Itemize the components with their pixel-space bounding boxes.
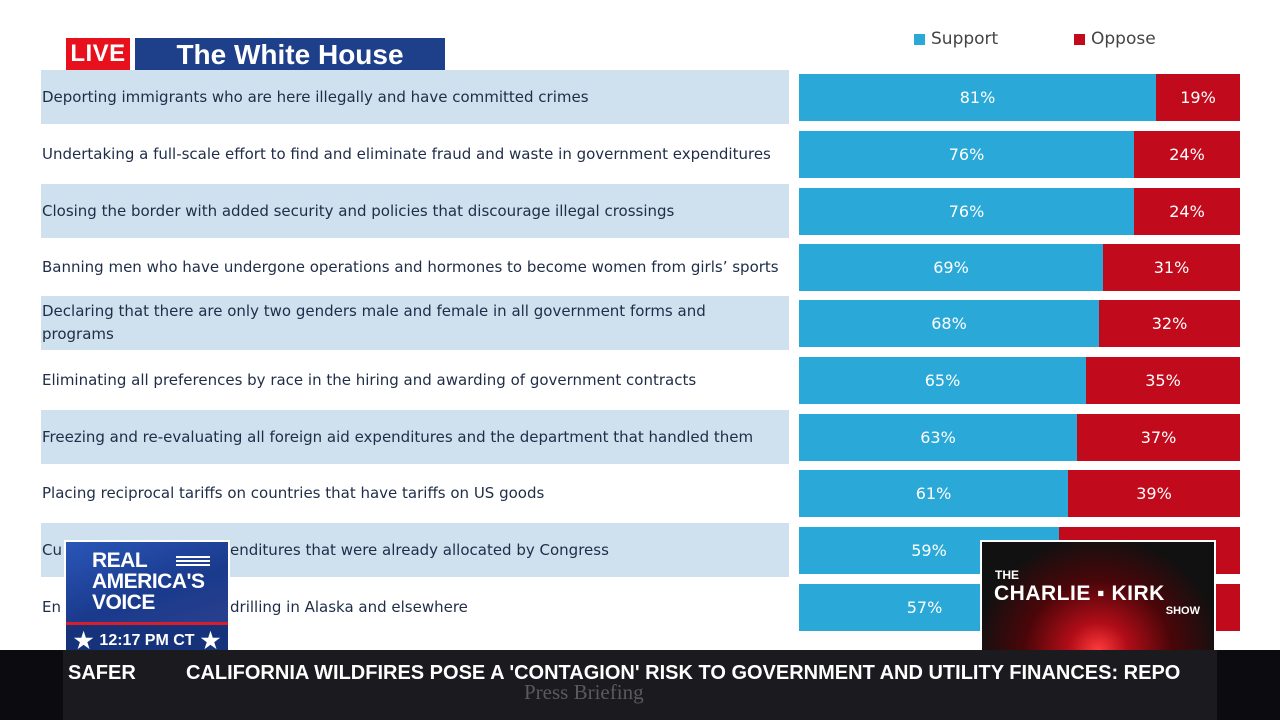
category-label: Eliminating all preferences by race in t… [42, 353, 782, 407]
network-logo-divider [66, 622, 228, 625]
category-label: Freezing and re-evaluating all foreign a… [42, 410, 782, 464]
oppose-value-label: 24% [1169, 145, 1205, 164]
chart-row-background [41, 410, 789, 464]
support-value-label: 76% [948, 202, 985, 221]
flag-stripes-icon [176, 556, 210, 568]
oppose-value-label: 39% [1136, 484, 1172, 503]
support-bar: 63% [799, 414, 1077, 461]
category-label-tail: enditures that were already allocated by… [230, 540, 609, 559]
support-value-label: 57% [906, 598, 943, 617]
oppose-bar: 19% [1156, 74, 1240, 121]
category-label: Undertaking a full-scale effort to find … [42, 127, 782, 181]
support-value-label: 68% [931, 314, 967, 333]
category-label: Deporting immigrants who are here illega… [42, 70, 782, 124]
oppose-bar: 39% [1068, 470, 1240, 517]
category-label-text: Eliminating all preferences by race in t… [42, 370, 697, 389]
category-label-text: Placing reciprocal tariffs on countries … [42, 483, 545, 502]
category-label: En drilling in Alaska and elsewhere [42, 580, 782, 634]
support-value-label: 59% [911, 541, 947, 560]
support-value-label: 76% [948, 145, 985, 164]
live-label: LIVE [66, 38, 130, 70]
show-logo-the: THE [995, 568, 1019, 582]
support-bar: 65% [799, 357, 1086, 404]
support-value-label: 81% [959, 88, 996, 107]
show-logo-name: CHARLIE ▪ KIRK [994, 582, 1165, 605]
news-ticker: Press Briefing SAFER CALIFORNIA WILDFIRE… [0, 650, 1280, 720]
category-label-text: Banning men who have undergone operation… [42, 257, 779, 276]
support-value-label: 65% [924, 371, 961, 390]
network-logo-name: REAL AMERICA'S VOICE [92, 549, 205, 614]
oppose-value-label: 19% [1180, 88, 1216, 107]
legend-oppose-label: Oppose [1091, 29, 1156, 49]
oppose-value-label: 31% [1153, 258, 1190, 277]
broadcast-time: 12:17 PM CT [99, 631, 195, 649]
star-icon: ★ [200, 627, 221, 653]
support-value-label: 63% [920, 428, 956, 447]
support-bar: 76% [799, 188, 1134, 235]
chart-row-background [41, 70, 789, 124]
legend-support: Support [914, 28, 998, 50]
category-label-tail: drilling in Alaska and elsewhere [230, 597, 468, 616]
legend-support-swatch [914, 33, 925, 45]
oppose-value-label: 32% [1151, 314, 1188, 333]
category-label-text: Undertaking a full-scale effort to find … [42, 144, 771, 163]
support-value-label: 61% [915, 484, 952, 503]
oppose-value-label: 35% [1145, 371, 1181, 390]
star-icon: ★ [73, 627, 94, 653]
oppose-bar: 32% [1099, 300, 1240, 347]
oppose-bar: 31% [1103, 244, 1240, 291]
channel-title: The White House [133, 36, 447, 73]
category-label: Banning men who have undergone operation… [42, 240, 782, 294]
oppose-value-label: 37% [1140, 428, 1177, 447]
ticker-headline: CALIFORNIA WILDFIRES POSE A 'CONTAGION' … [186, 662, 1181, 684]
category-label-text: Freezing and re-evaluating all foreign a… [42, 427, 754, 446]
category-label: Declaring that there are only two gender… [42, 296, 782, 350]
category-label: Closing the border with added security a… [42, 184, 782, 238]
support-bar: 61% [799, 470, 1068, 517]
oppose-bar: 37% [1077, 414, 1240, 461]
category-label-text: Deporting immigrants who are here illega… [42, 87, 589, 106]
category-label: Placing reciprocal tariffs on countries … [42, 466, 782, 520]
category-label-text: Declaring that there are only two gender… [42, 302, 706, 343]
legend-oppose: Oppose [1074, 28, 1156, 50]
live-badge: LIVE [64, 36, 132, 72]
support-bar: 69% [799, 244, 1103, 291]
oppose-bar: 35% [1086, 357, 1240, 404]
category-label-text: Cu [42, 540, 62, 559]
chart-row-background [41, 184, 789, 238]
oppose-bar: 24% [1134, 188, 1240, 235]
support-value-label: 69% [933, 258, 969, 277]
press-briefing-watermark: Press Briefing [524, 680, 644, 704]
network-logo-brand: REAL AMERICA'S VOICE [66, 542, 228, 622]
show-logo: THE CHARLIE ▪ KIRK SHOW [980, 540, 1216, 658]
support-bar: 76% [799, 131, 1134, 178]
show-logo-show: SHOW [1165, 605, 1200, 617]
category-label: Cu enditures that were already allocated … [42, 523, 782, 577]
oppose-bar: 24% [1134, 131, 1240, 178]
oppose-value-label: 24% [1169, 202, 1205, 221]
ticker-previous-fragment: SAFER [68, 662, 136, 684]
chart-row-background [41, 296, 789, 350]
network-logo: REAL AMERICA'S VOICE ★ 12:17 PM CT ★ [64, 540, 230, 658]
support-bar: 81% [799, 74, 1156, 121]
legend-support-label: Support [931, 29, 999, 49]
ticker-band [63, 650, 1217, 720]
legend-oppose-swatch [1074, 33, 1085, 45]
category-label-text: En [42, 597, 61, 616]
support-bar: 68% [799, 300, 1099, 347]
category-label-text: Closing the border with added security a… [42, 201, 675, 220]
